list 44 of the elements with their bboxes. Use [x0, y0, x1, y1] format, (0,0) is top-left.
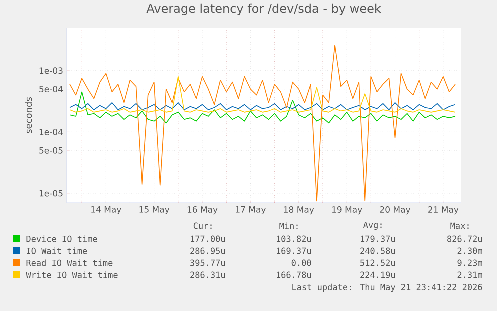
legend-label: Device IO time [26, 236, 98, 242]
y-tick-label: 5e-05 [40, 147, 63, 154]
text: 512.52u [360, 260, 396, 266]
legend-label: Read IO Wait time [26, 260, 113, 266]
legend-label: IO Wait time [27, 248, 88, 254]
y-axis-title: seconds [25, 98, 32, 134]
text: 169.37u [277, 248, 312, 254]
line-series [70, 45, 456, 202]
text: Avg: [363, 222, 382, 230]
text: 286.31u [190, 272, 226, 278]
y-tick-label: 1e-05 [40, 190, 63, 197]
text: 9.23m [458, 260, 482, 266]
x-tick-label: 19 May [332, 206, 362, 215]
y-tick-label: 1e-03 [40, 68, 63, 74]
text: 179.37u [361, 236, 396, 242]
x-tick-label: 17 May [236, 206, 266, 214]
y-tick-label: 5e-04 [40, 86, 64, 93]
y-tick-label: 1e-04 [40, 128, 64, 136]
text: 103.82u [277, 236, 312, 242]
text: Min: [280, 222, 298, 230]
x-tick-label: 18 May [284, 206, 314, 215]
x-tick-label: 20 May [380, 206, 411, 215]
x-tick-label: 16 May [188, 206, 218, 215]
text: 2.30m [458, 248, 482, 254]
text: 240.58u [360, 248, 396, 254]
text: 177.00u [191, 236, 226, 242]
text: 166.78u [277, 272, 312, 278]
legend-label: Write IO Wait time [26, 272, 118, 278]
text: 826.72u [448, 236, 482, 242]
text: 2.31m [458, 272, 482, 278]
x-tick-label: 15 May [140, 206, 170, 214]
line-series [70, 92, 456, 124]
line-series [70, 102, 456, 110]
text: 0.00 [292, 260, 312, 266]
x-tick-label: 14 May [92, 206, 122, 214]
text: 224.19u [360, 272, 396, 278]
chart-title: Average latency for /dev/sda - by week [146, 4, 382, 16]
text: 286.95u [190, 248, 226, 254]
x-tick-label: 21 May [428, 206, 459, 215]
text: Last update: Thu May 21 23:41:22 2026 [292, 284, 482, 292]
text: 395.77u [190, 260, 226, 266]
text: Max: [450, 222, 469, 230]
text: Cur: [194, 222, 212, 230]
line-series [70, 76, 456, 113]
